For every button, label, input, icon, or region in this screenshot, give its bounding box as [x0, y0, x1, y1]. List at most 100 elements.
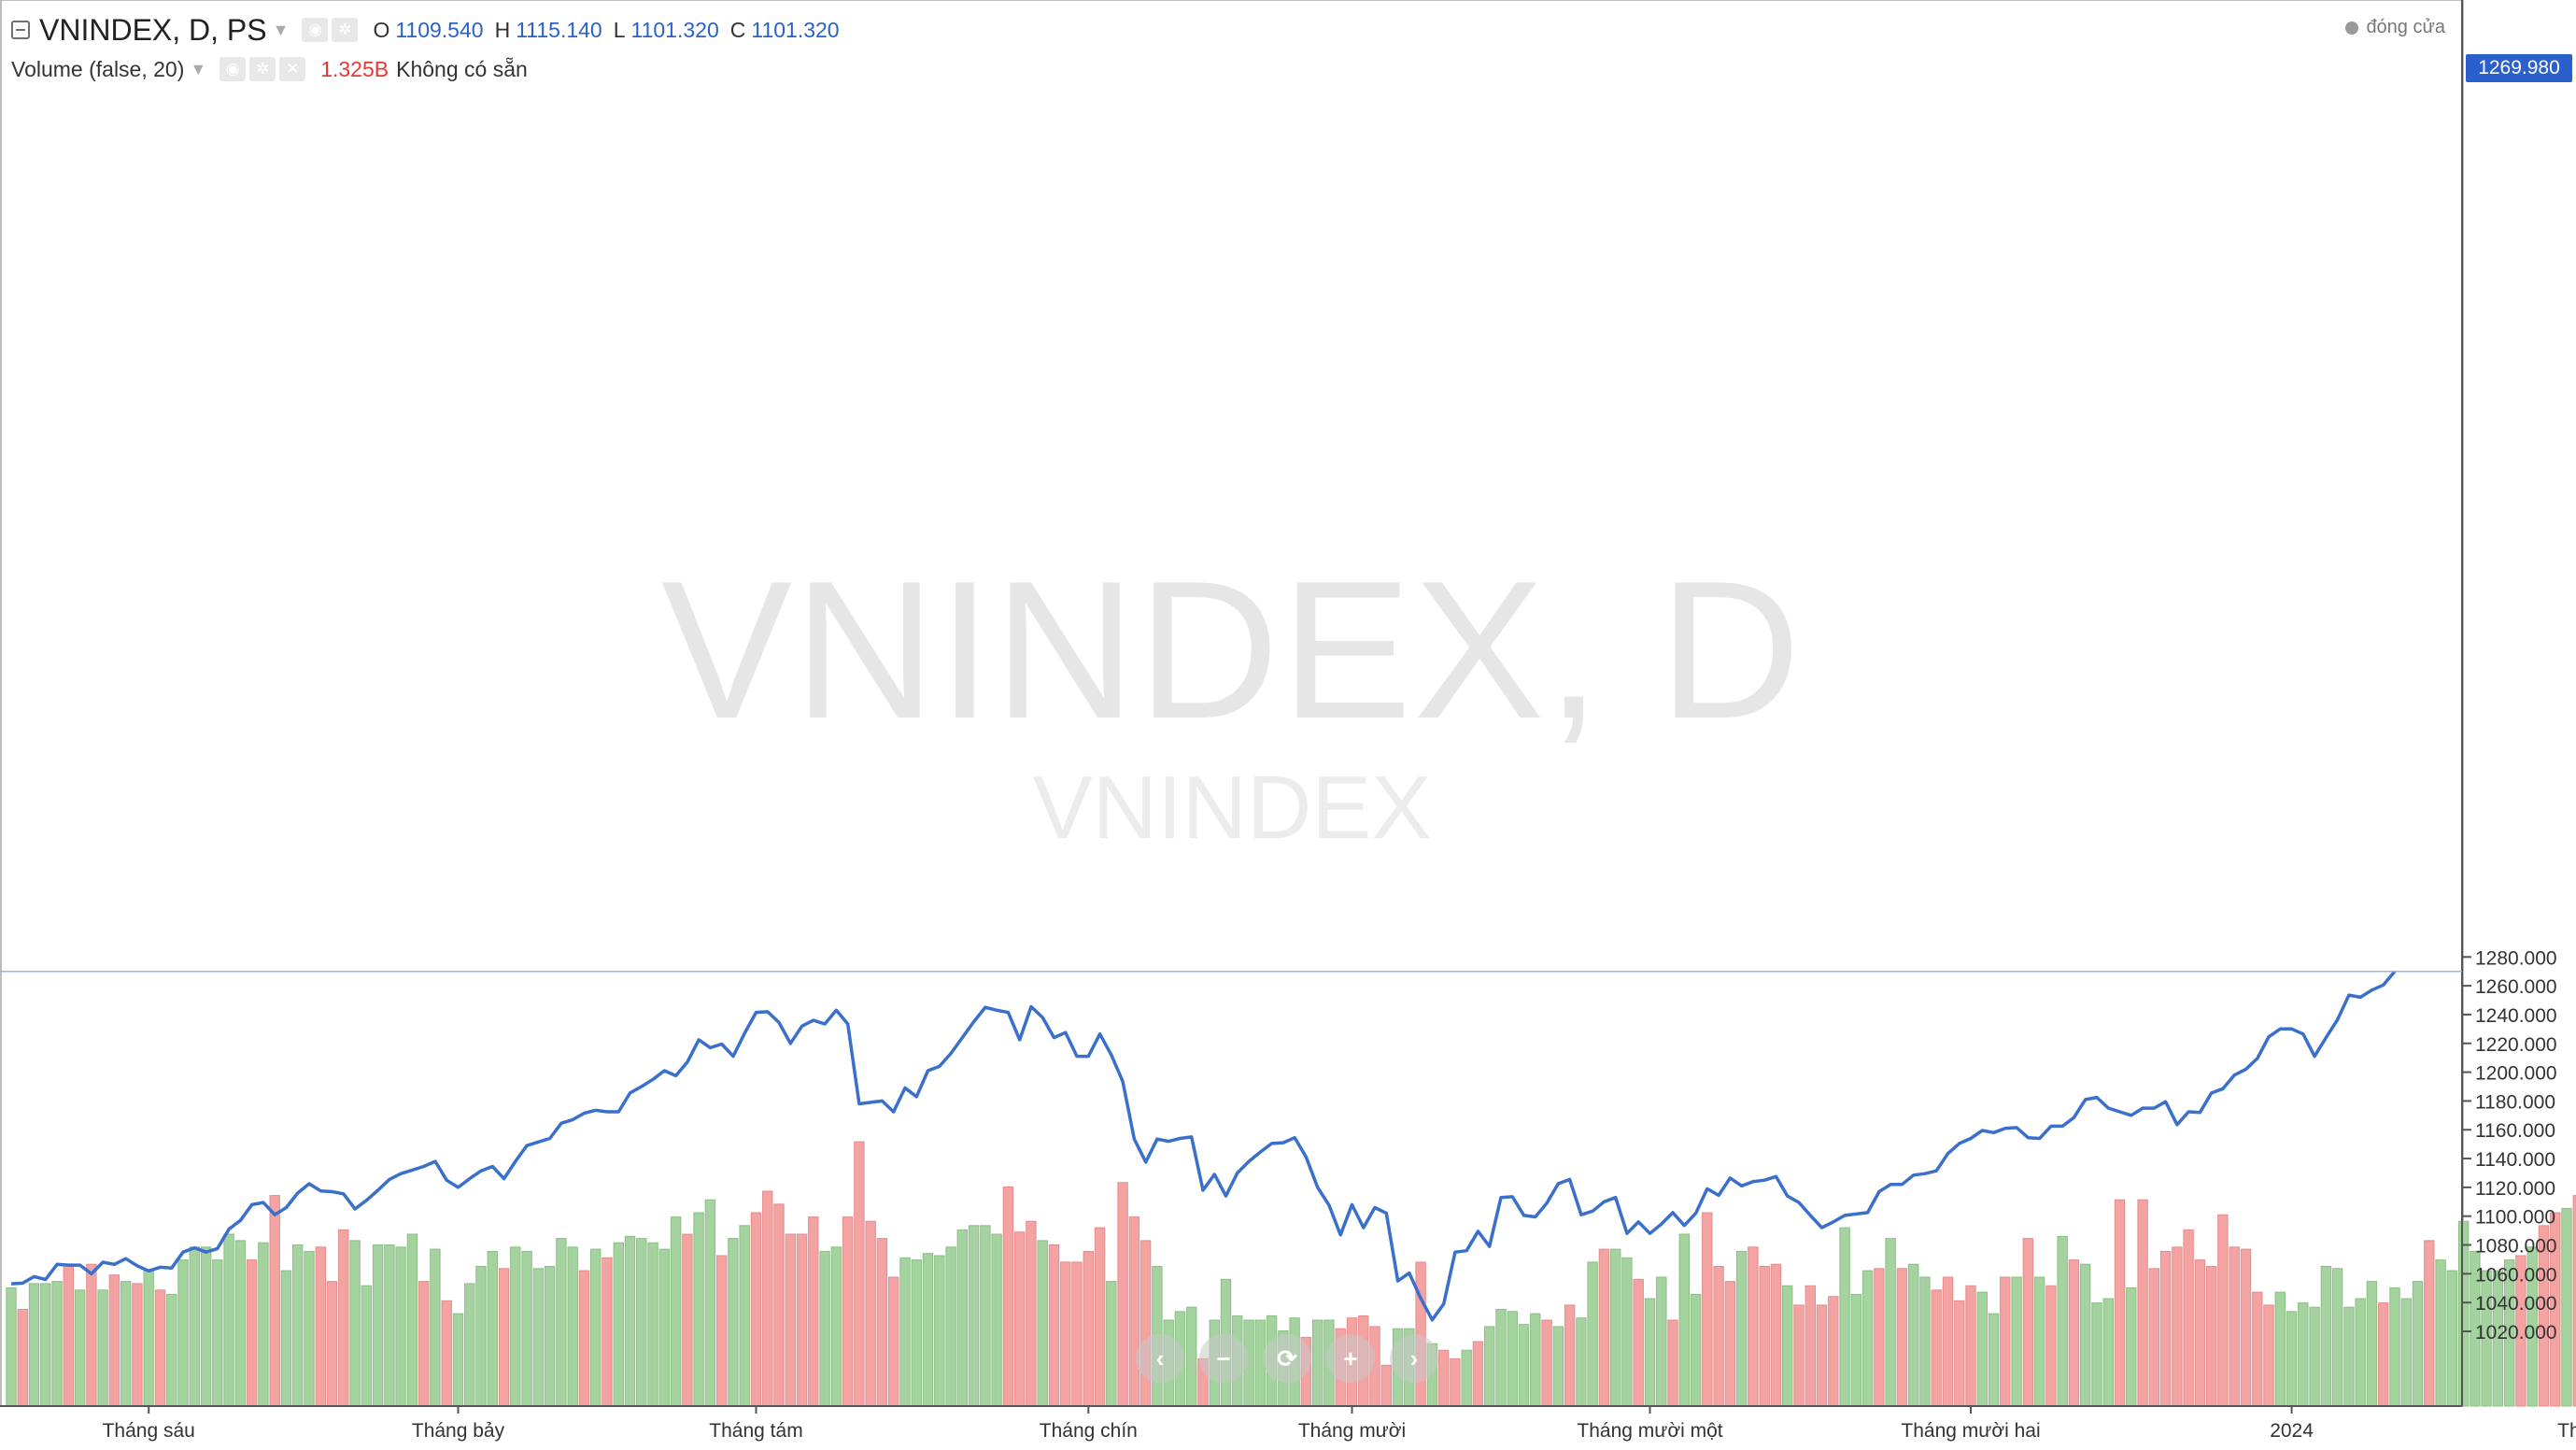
y-tick-label: 1260.000	[2475, 976, 2557, 998]
volume-bar	[177, 1259, 189, 1407]
volume-bar	[1678, 1233, 1690, 1407]
volume-bar	[2320, 1266, 2332, 1407]
volume-legend: Volume (false, 20) ▼ ◉ ✲ ✕ 1.325B Không …	[11, 52, 528, 86]
volume-bar	[292, 1244, 304, 1407]
zoom-out-icon[interactable]: −	[1199, 1334, 1248, 1383]
y-tick-label: 1200.000	[2475, 1063, 2557, 1085]
volume-bar	[1702, 1212, 1713, 1407]
y-tick-label: 1160.000	[2475, 1120, 2555, 1142]
volume-bar	[200, 1246, 212, 1407]
volume-bar	[51, 1281, 63, 1407]
volume-bar	[1965, 1285, 1976, 1407]
volume-bar	[682, 1233, 693, 1407]
volume-bar	[2435, 1259, 2446, 1407]
volume-bar	[830, 1246, 842, 1407]
volume-bar	[1793, 1304, 1805, 1407]
volume-bar	[728, 1238, 739, 1407]
volume-bar	[1850, 1293, 1861, 1407]
volume-bar	[1552, 1326, 1564, 1407]
volume-bar	[762, 1190, 773, 1407]
y-tick-label: 1120.000	[2475, 1178, 2555, 1200]
volume-bar	[246, 1259, 258, 1407]
volume-bar	[2011, 1276, 2022, 1407]
volume-bar	[2000, 1276, 2011, 1407]
volume-bar	[1942, 1276, 1954, 1407]
volume-bar	[1083, 1250, 1094, 1407]
navigation-controls: ‹ − ⟳ + ›	[1136, 1334, 1453, 1383]
last-price-tag: 1269.980	[2466, 54, 2572, 82]
price-line-layer	[10, 970, 2397, 1322]
volume-bar	[544, 1266, 556, 1407]
volume-bar	[773, 1203, 785, 1407]
volume-bar	[1667, 1319, 1678, 1407]
volume-eye-icon[interactable]: ◉	[219, 57, 247, 81]
volume-bar	[154, 1289, 166, 1407]
volume-bar	[899, 1257, 911, 1407]
ohlc-close-label: C	[729, 17, 746, 42]
volume-bar	[63, 1263, 74, 1407]
volume-bar	[2033, 1276, 2045, 1407]
volume-bar	[1048, 1244, 1060, 1407]
x-tick-label: Tháng mười một	[1577, 1420, 1722, 1442]
volume-bar	[120, 1281, 132, 1407]
x-tick-label: Tháng chín	[1040, 1420, 1138, 1442]
volume-bar	[1748, 1246, 1759, 1407]
main-legend: VNINDEX, D, PS ▼ ◉ ✲ O 1109.540 H 1115.1…	[11, 11, 840, 49]
chevron-right-icon[interactable]: ›	[1390, 1334, 1438, 1383]
symbol-title[interactable]: VNINDEX, D, PS	[39, 12, 267, 47]
volume-bar	[693, 1212, 704, 1407]
ohlc-open-value: 1109.540	[395, 17, 484, 42]
ohlc-high-label: H	[494, 17, 511, 42]
x-tick-label: Tháng bảy	[412, 1420, 505, 1442]
volume-bar	[1071, 1261, 1083, 1407]
volume-close-icon[interactable]: ✕	[279, 57, 306, 81]
reset-icon[interactable]: ⟳	[1263, 1334, 1311, 1383]
volume-bar	[258, 1242, 269, 1407]
volume-bar	[2194, 1259, 2206, 1407]
volume-bar	[922, 1253, 934, 1407]
volume-bar	[658, 1248, 670, 1407]
volume-bar	[2252, 1291, 2263, 1407]
volume-bar	[2481, 1270, 2492, 1407]
volume-bar	[1587, 1261, 1598, 1407]
volume-bar	[670, 1216, 682, 1407]
volume-bar	[1026, 1220, 1037, 1407]
eye-icon[interactable]: ◉	[302, 18, 329, 42]
volume-settings-icon[interactable]: ✲	[249, 57, 276, 81]
ohlc-open-label: O	[373, 17, 390, 42]
volume-bar	[2446, 1270, 2458, 1407]
y-tick-label: 1280.000	[2475, 947, 2557, 969]
volume-status: Không có sẵn	[396, 56, 528, 81]
volume-bar	[532, 1268, 545, 1407]
status-dot-icon	[2345, 21, 2359, 35]
zoom-in-icon[interactable]: +	[1326, 1334, 1375, 1383]
volume-bar	[934, 1255, 945, 1407]
caret-down-icon[interactable]: ▼	[272, 20, 290, 39]
ohlc-low-value: 1101.320	[630, 17, 719, 42]
volume-bar	[567, 1246, 578, 1407]
settings-icon[interactable]: ✲	[332, 18, 359, 42]
volume-title[interactable]: Volume (false, 20)	[11, 56, 185, 81]
volume-bar	[487, 1250, 498, 1407]
volume-bar	[361, 1285, 373, 1407]
volume-bar	[521, 1250, 532, 1407]
volume-bar	[441, 1300, 452, 1407]
volume-bar	[418, 1281, 430, 1407]
volume-bar	[2022, 1238, 2034, 1407]
volume-caret-down-icon[interactable]: ▼	[190, 59, 207, 78]
volume-bar	[338, 1229, 349, 1407]
volume-bar	[613, 1242, 624, 1407]
chevron-left-icon[interactable]: ‹	[1136, 1334, 1184, 1383]
volume-bar	[1518, 1324, 1530, 1407]
volume-bar	[2240, 1248, 2252, 1407]
volume-bar	[2114, 1199, 2126, 1407]
volume-bar	[2137, 1199, 2148, 1407]
volume-bar	[326, 1281, 338, 1407]
collapse-icon[interactable]	[11, 21, 30, 39]
volume-bar	[1461, 1349, 1472, 1407]
volume-bar	[2183, 1229, 2194, 1407]
volume-bar	[2561, 1207, 2572, 1407]
